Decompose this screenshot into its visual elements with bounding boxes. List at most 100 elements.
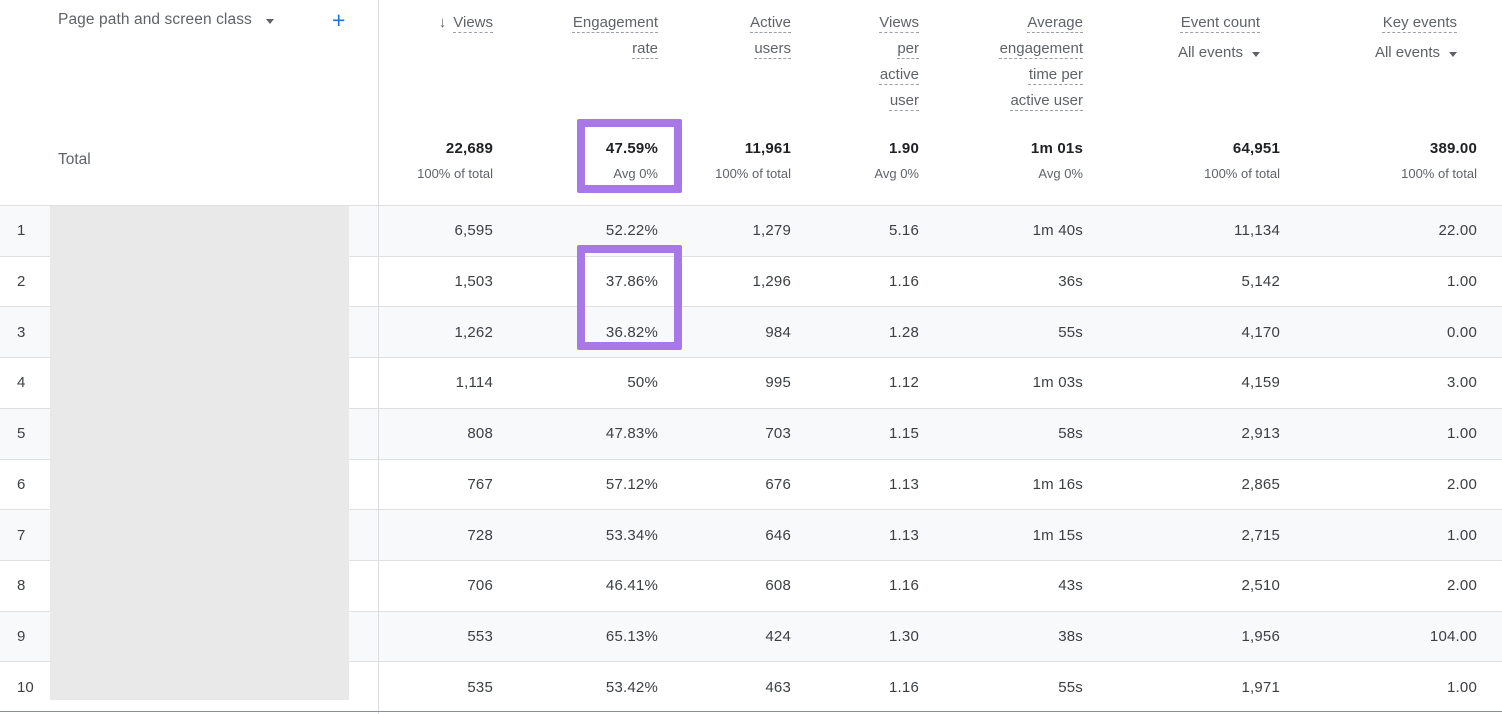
column-header-event-count[interactable]: Event count All events xyxy=(1083,10,1280,114)
row-index: 4 xyxy=(17,374,26,392)
avg-engagement-time-cell: 58s xyxy=(1058,425,1083,443)
total-active-users: 11,961 100% of total xyxy=(658,140,791,181)
active-users-cell: 995 xyxy=(765,374,791,392)
event-count-filter-label: All events xyxy=(1177,44,1243,61)
event-count-cell: 2,510 xyxy=(1241,577,1280,595)
total-views-value: 22,689 xyxy=(445,139,493,157)
total-key-events-value: 389.00 xyxy=(1429,139,1477,157)
total-row-label: Total xyxy=(58,151,91,168)
column-header-avg-engagement-time[interactable]: Average engagement time per active user xyxy=(919,10,1083,114)
active-users-cell: 608 xyxy=(765,577,791,595)
total-key-events-sub: 100% of total xyxy=(1401,165,1477,181)
engagement-rate-cell: 47.83% xyxy=(605,425,658,443)
total-engagement-rate-value: 47.59% xyxy=(605,139,658,157)
add-dimension-button[interactable]: + xyxy=(332,7,346,33)
views-per-active-user-cell: 1.15 xyxy=(889,425,919,443)
event-count-cell: 5,142 xyxy=(1241,273,1280,291)
key-events-cell: 1.00 xyxy=(1447,425,1477,443)
column-label-engagement-rate: Engagement rate xyxy=(572,14,658,57)
views-per-active-user-cell: 1.16 xyxy=(889,678,919,696)
key-events-cell: 1.00 xyxy=(1447,273,1477,291)
column-header-views[interactable]: ↓ Views xyxy=(378,10,493,114)
views-cell: 6,595 xyxy=(454,222,493,240)
dimension-picker-label: Page path and screen class xyxy=(58,11,252,28)
sort-descending-icon: ↓ xyxy=(438,14,447,31)
column-header-views-per-active-user[interactable]: Views per active user xyxy=(791,10,919,114)
key-events-cell: 2.00 xyxy=(1447,577,1477,595)
key-events-cell: 0.00 xyxy=(1447,323,1477,341)
avg-engagement-time-cell: 1m 16s xyxy=(1032,475,1083,493)
total-views-per-active-user-value: 1.90 xyxy=(889,139,919,157)
column-header-key-events[interactable]: Key events All events xyxy=(1280,10,1477,114)
views-cell: 1,262 xyxy=(454,323,493,341)
active-users-cell: 463 xyxy=(765,678,791,696)
total-avg-engagement-time: 1m 01s Avg 0% xyxy=(919,140,1083,181)
engagement-rate-cell: 53.42% xyxy=(605,678,658,696)
views-per-active-user-cell: 1.13 xyxy=(889,475,919,493)
column-label-event-count: Event count xyxy=(1180,14,1260,31)
total-active-users-sub: 100% of total xyxy=(715,165,791,181)
column-header-engagement-rate[interactable]: Engagement rate xyxy=(493,10,658,114)
metric-header-row: ↓ Views Engagement rate Active users Vie… xyxy=(378,10,1502,114)
column-label-views-per-active-user: Views per active user xyxy=(879,14,919,109)
total-views-per-active-user-sub: Avg 0% xyxy=(874,165,919,181)
avg-engagement-time-cell: 43s xyxy=(1058,577,1083,595)
active-users-cell: 676 xyxy=(765,475,791,493)
engagement-rate-cell: 36.82% xyxy=(605,323,658,341)
row-index: 9 xyxy=(17,627,26,645)
chevron-down-icon xyxy=(1449,51,1457,57)
total-views-per-active-user: 1.90 Avg 0% xyxy=(791,140,919,181)
total-engagement-rate: 47.59% Avg 0% xyxy=(493,140,658,181)
avg-engagement-time-cell: 38s xyxy=(1058,627,1083,645)
engagement-rate-cell: 50% xyxy=(627,374,658,392)
key-events-cell: 3.00 xyxy=(1447,374,1477,392)
engagement-rate-cell: 46.41% xyxy=(605,577,658,595)
engagement-rate-cell: 53.34% xyxy=(605,526,658,544)
event-count-cell: 4,159 xyxy=(1241,374,1280,392)
row-index: 1 xyxy=(17,222,26,240)
views-cell: 808 xyxy=(467,425,493,443)
highlight-box-total-engagement-rate xyxy=(577,119,682,193)
column-divider xyxy=(378,0,379,714)
views-per-active-user-cell: 1.16 xyxy=(889,273,919,291)
total-engagement-rate-sub: Avg 0% xyxy=(613,165,658,181)
views-cell: 1,503 xyxy=(454,273,493,291)
redaction-overlay xyxy=(50,206,349,700)
row-index: 3 xyxy=(17,323,26,341)
event-count-filter-dropdown[interactable]: All events xyxy=(1083,40,1260,66)
key-events-cell: 104.00 xyxy=(1429,627,1477,645)
views-per-active-user-cell: 5.16 xyxy=(889,222,919,240)
engagement-rate-cell: 52.22% xyxy=(605,222,658,240)
avg-engagement-time-cell: 36s xyxy=(1058,273,1083,291)
views-cell: 767 xyxy=(467,475,493,493)
active-users-cell: 703 xyxy=(765,425,791,443)
views-per-active-user-cell: 1.13 xyxy=(889,526,919,544)
views-cell: 535 xyxy=(467,678,493,696)
total-views: 22,689 100% of total xyxy=(378,140,493,181)
total-avg-engagement-time-sub: Avg 0% xyxy=(1038,165,1083,181)
engagement-rate-cell: 37.86% xyxy=(605,273,658,291)
key-events-cell: 22.00 xyxy=(1438,222,1477,240)
views-cell: 553 xyxy=(467,627,493,645)
avg-engagement-time-cell: 55s xyxy=(1058,678,1083,696)
active-users-cell: 1,279 xyxy=(752,222,791,240)
avg-engagement-time-cell: 55s xyxy=(1058,323,1083,341)
event-count-cell: 1,956 xyxy=(1241,627,1280,645)
dimension-picker-dropdown[interactable]: Page path and screen class xyxy=(58,11,274,29)
total-event-count-sub: 100% of total xyxy=(1204,165,1280,181)
row-index: 8 xyxy=(17,577,26,595)
views-per-active-user-cell: 1.16 xyxy=(889,577,919,595)
total-event-count-value: 64,951 xyxy=(1232,139,1280,157)
event-count-cell: 2,865 xyxy=(1241,475,1280,493)
key-events-filter-dropdown[interactable]: All events xyxy=(1280,40,1457,66)
column-label-key-events: Key events xyxy=(1382,14,1457,31)
row-index: 7 xyxy=(17,526,26,544)
avg-engagement-time-cell: 1m 15s xyxy=(1032,526,1083,544)
column-header-active-users[interactable]: Active users xyxy=(658,10,791,114)
views-per-active-user-cell: 1.30 xyxy=(889,627,919,645)
row-index: 2 xyxy=(17,273,26,291)
views-cell: 728 xyxy=(467,526,493,544)
views-per-active-user-cell: 1.28 xyxy=(889,323,919,341)
column-label-views: Views xyxy=(453,14,493,31)
